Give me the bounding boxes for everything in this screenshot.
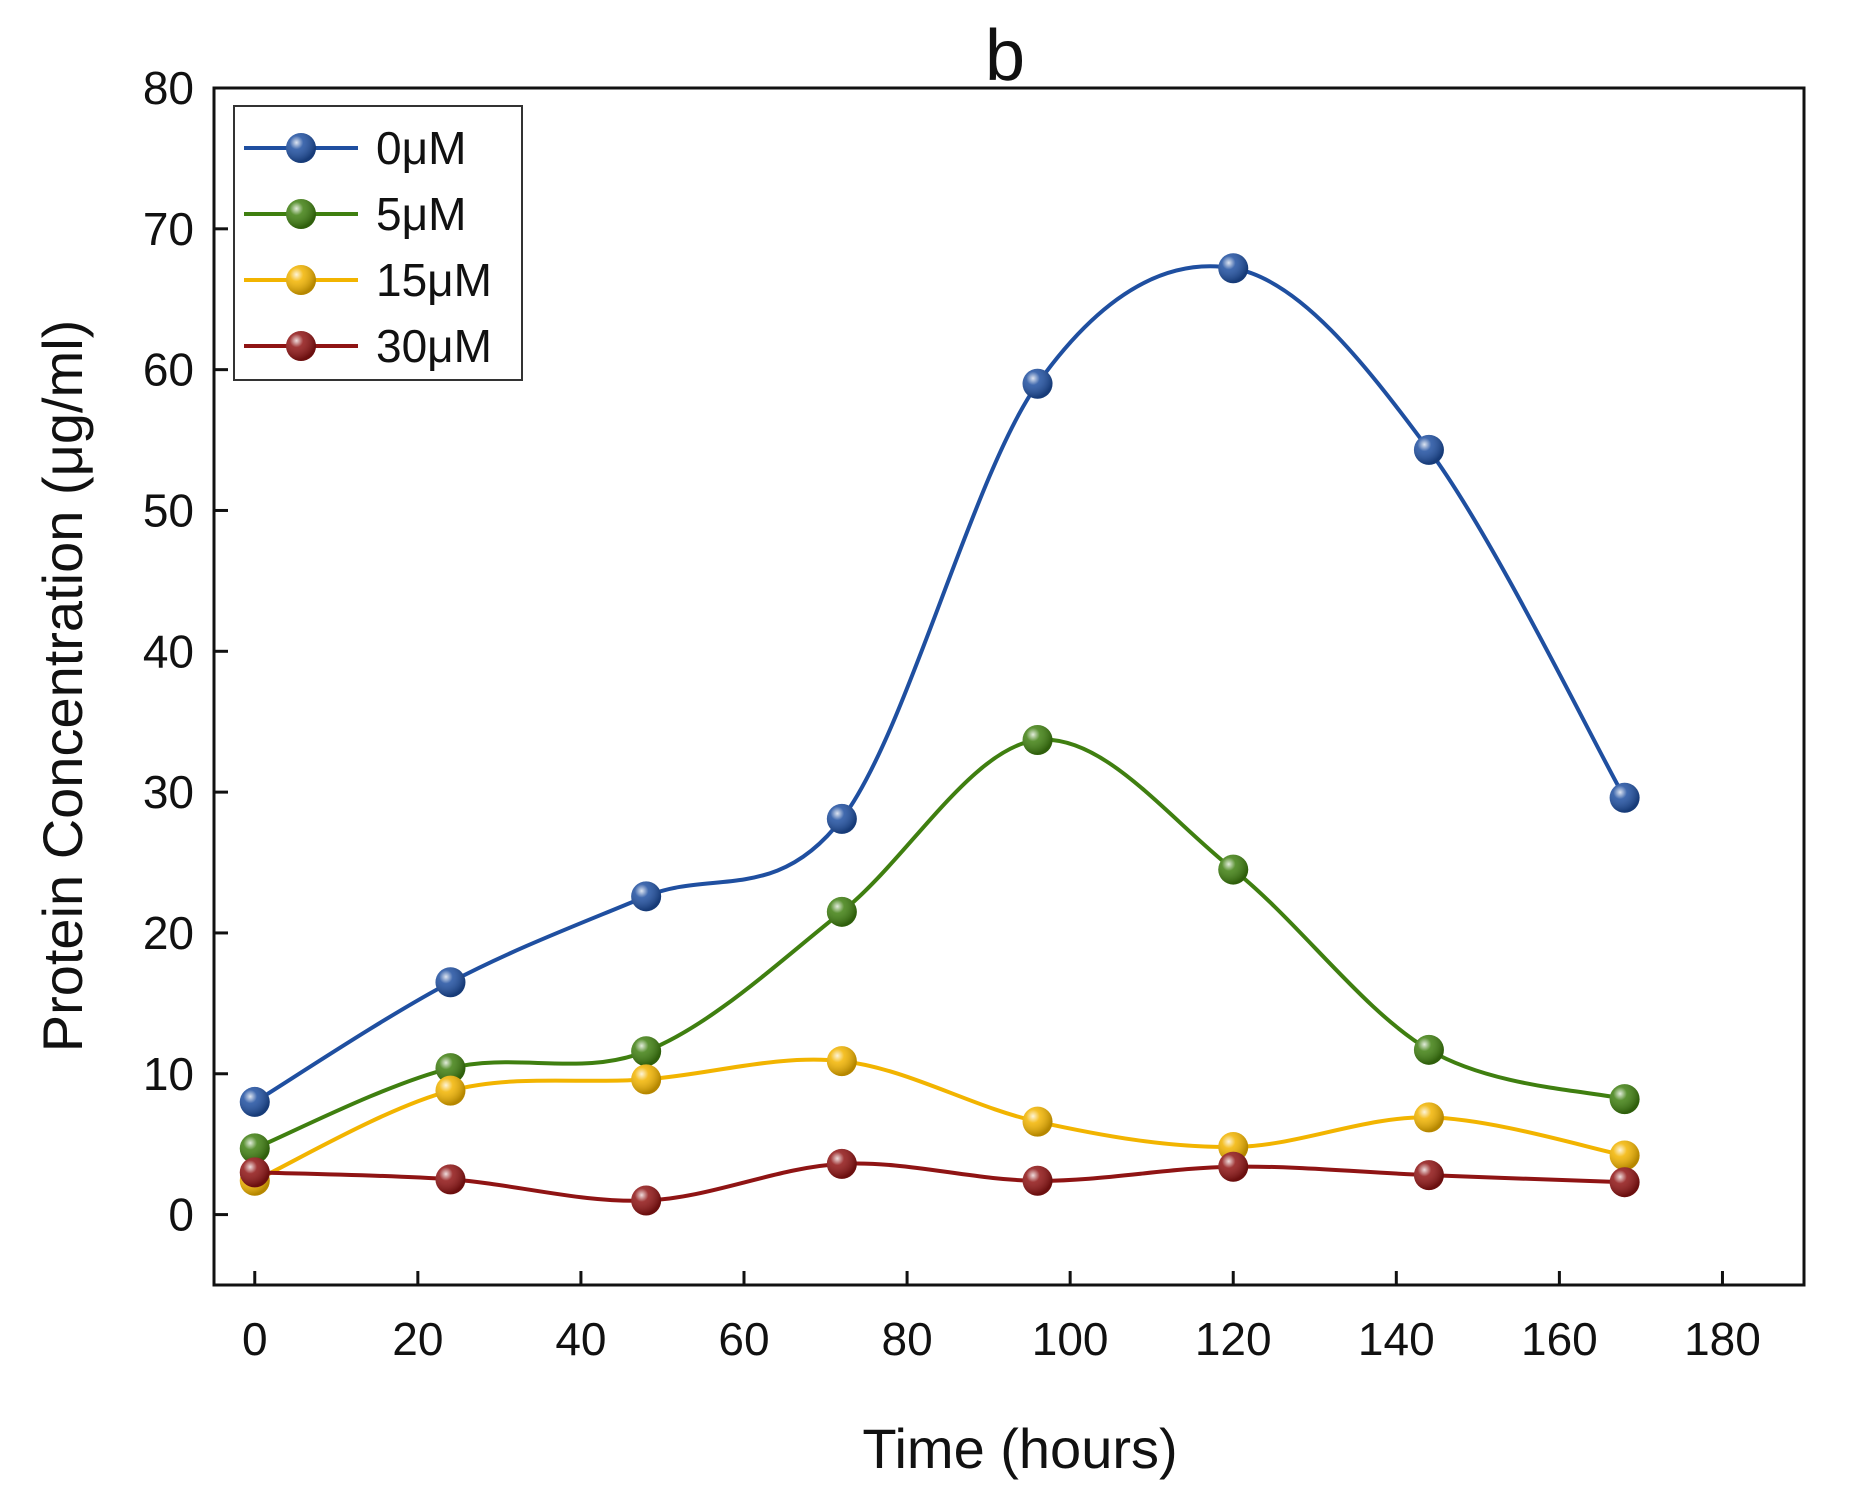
data-point-highlight: [239, 1086, 270, 1117]
data-point-highlight: [435, 1053, 466, 1084]
chart-title: b: [985, 16, 1025, 96]
legend-label: 15μM: [376, 254, 492, 306]
x-tick-label: 0: [242, 1313, 268, 1365]
data-point-highlight: [1609, 1167, 1640, 1198]
data-point-highlight: [1413, 1102, 1444, 1133]
data-point-highlight: [826, 1046, 857, 1077]
x-tick-label: 20: [392, 1313, 443, 1365]
series-line: [254, 737, 1626, 1151]
x-tick-label: 60: [718, 1313, 769, 1365]
data-point-highlight: [239, 1157, 270, 1188]
data-point-highlight: [1022, 725, 1053, 756]
data-point-highlight: [1022, 368, 1053, 399]
data-point-highlight: [435, 1075, 466, 1106]
x-tick-label: 180: [1684, 1313, 1761, 1365]
legend-item: 5μM: [244, 188, 466, 240]
legend-marker-highlight: [286, 265, 316, 295]
y-tick-label: 30: [143, 766, 194, 818]
data-point-highlight: [826, 1148, 857, 1179]
data-point-highlight: [631, 1064, 662, 1095]
y-tick-label: 20: [143, 907, 194, 959]
data-point-highlight: [239, 1133, 270, 1164]
data-point-highlight: [1218, 253, 1249, 284]
data-point-highlight: [435, 967, 466, 998]
y-tick-label: 50: [143, 484, 194, 536]
series-3: [239, 1148, 1640, 1216]
y-axis-title: Protein Concentration (μg/ml): [31, 320, 94, 1053]
data-point-highlight: [1413, 1034, 1444, 1065]
y-tick-label: 70: [143, 203, 194, 255]
series-0: [239, 253, 1640, 1117]
data-point-highlight: [435, 1164, 466, 1195]
data-point-highlight: [1022, 1165, 1053, 1196]
y-tick-label: 80: [143, 62, 194, 114]
series-line: [254, 1161, 1625, 1203]
data-point-highlight: [826, 803, 857, 834]
data-point-highlight: [1413, 1160, 1444, 1191]
series-line: [253, 1057, 1626, 1183]
data-point-highlight: [1413, 434, 1444, 465]
data-point-highlight: [1609, 1084, 1640, 1115]
data-point-highlight: [826, 896, 857, 927]
data-point-highlight: [1609, 782, 1640, 813]
legend-label: 30μM: [376, 320, 492, 372]
y-axis-ticks: 0 10 20 30 40 50 60 70 80: [143, 62, 228, 1241]
data-point-highlight: [631, 1185, 662, 1216]
x-tick-label: 100: [1032, 1313, 1109, 1365]
legend-box: [233, 105, 523, 381]
y-tick-label: 0: [168, 1189, 194, 1241]
plot-frame: [212, 86, 1806, 1287]
data-point-highlight: [1609, 1140, 1640, 1171]
series-layer: [239, 253, 1640, 1216]
legend-marker-highlight: [286, 331, 316, 361]
y-tick-label: 60: [143, 344, 194, 396]
y-tick-label: 10: [143, 1048, 194, 1100]
legend-label: 0μM: [376, 122, 466, 174]
x-tick-label: 40: [555, 1313, 606, 1365]
legend-marker-highlight: [286, 199, 316, 229]
x-tick-label: 80: [881, 1313, 932, 1365]
legend-item: 30μM: [244, 320, 492, 372]
legend: 0μM 5μM 15μM 30μM: [233, 105, 523, 381]
legend-label: 5μM: [376, 188, 466, 240]
x-tick-label: 160: [1521, 1313, 1598, 1365]
data-point-highlight: [1218, 854, 1249, 885]
x-tick-label: 140: [1358, 1313, 1435, 1365]
legend-item: 15μM: [244, 254, 492, 306]
series-1: [239, 725, 1640, 1164]
data-point-highlight: [631, 1036, 662, 1067]
y-tick-label: 40: [143, 625, 194, 677]
x-axis-ticks: 0 20 40 60 80 100 120 140 160 180: [242, 1271, 1761, 1365]
data-point-highlight: [1218, 1151, 1249, 1182]
data-point-highlight: [631, 881, 662, 912]
legend-item: 0μM: [244, 122, 466, 174]
legend-marker-highlight: [286, 133, 316, 163]
x-tick-label: 120: [1195, 1313, 1272, 1365]
data-point-highlight: [1022, 1106, 1053, 1137]
x-axis-title: Time (hours): [862, 1417, 1177, 1480]
